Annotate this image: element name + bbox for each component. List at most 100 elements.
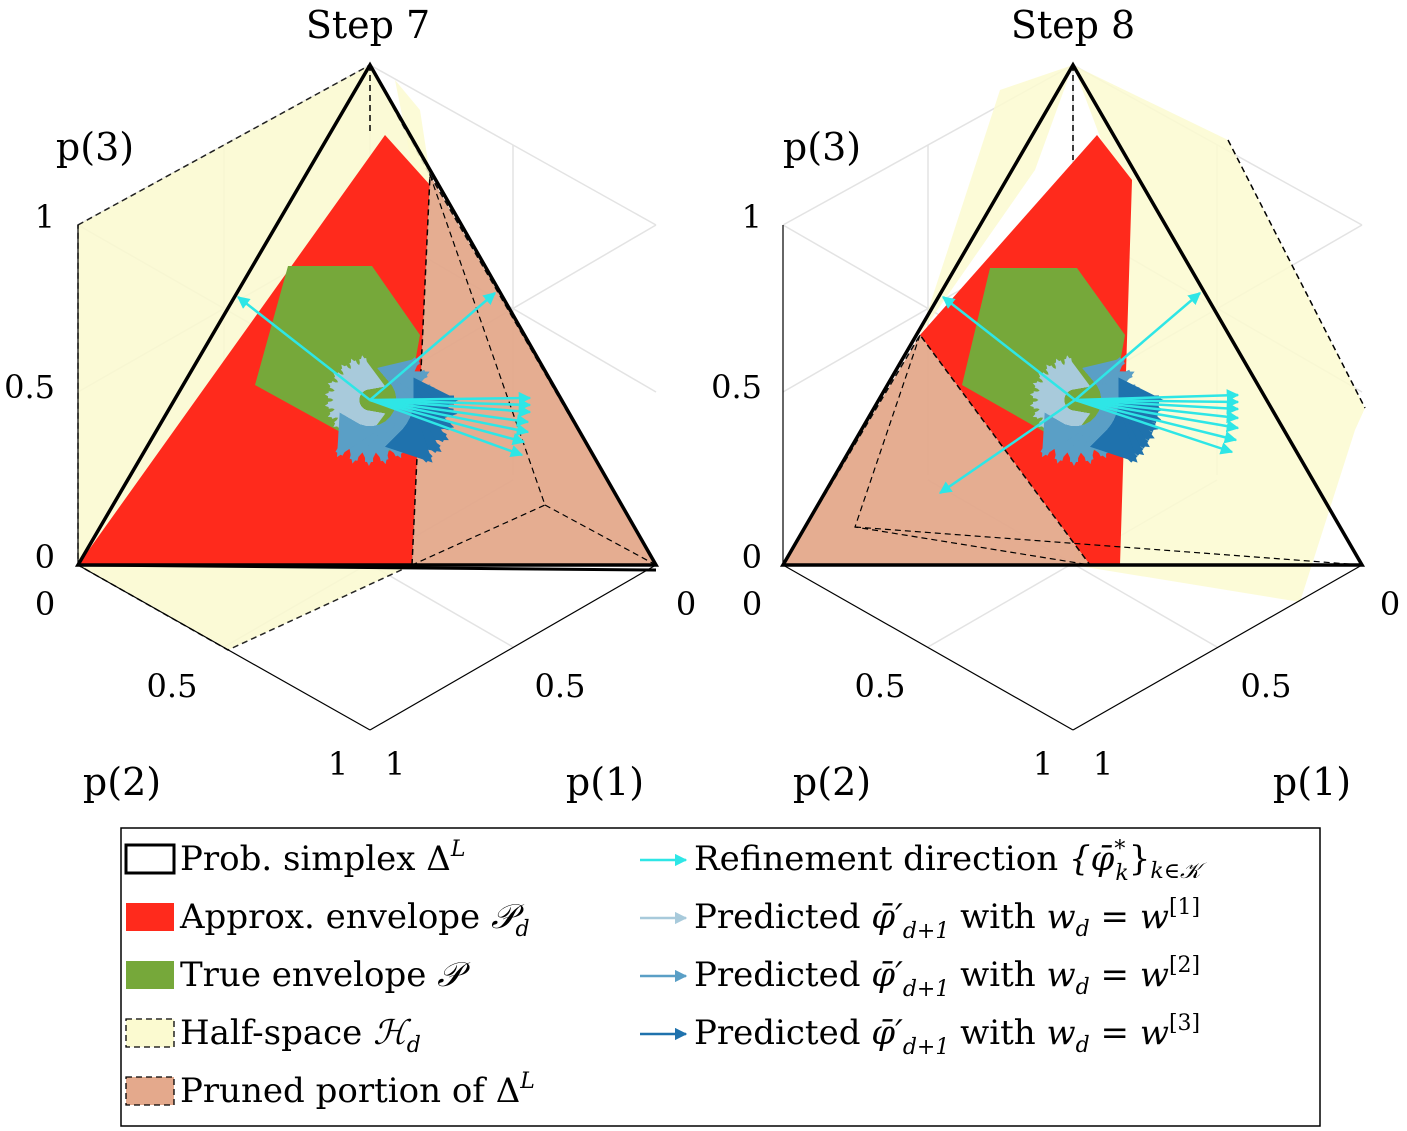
predicted-arrow-w2	[356, 420, 396, 465]
predicted-arrow-w1	[1029, 381, 1067, 417]
refinement-arrow	[369, 398, 524, 458]
legend-swatch-pruned	[125, 1076, 175, 1106]
panel-title: Step 7	[306, 3, 430, 47]
legend-box	[120, 827, 1321, 1127]
legend-label-w3: Predicted φ̄′d+1 with wd = w[3]	[694, 1011, 1200, 1060]
halfspace-edge	[1227, 139, 1366, 409]
legend-label-pruned: Pruned portion of ΔL	[180, 1069, 535, 1111]
tick-p3-05: 0.5	[711, 368, 762, 406]
predicted-arrow-w1	[1055, 355, 1091, 393]
legend-label-halfspace: Half-space ℋd	[180, 1013, 421, 1058]
prob-simplex	[779, 61, 1366, 567]
refinement-arrow	[237, 296, 371, 401]
predicted-arrow-w1	[1054, 358, 1087, 398]
box-axes	[782, 225, 1363, 731]
legend-label-true: True envelope 𝒫	[180, 955, 471, 995]
refinement-arrow	[369, 292, 496, 401]
arrow-field	[237, 292, 532, 466]
axis-label-p1: p(1)	[566, 760, 644, 804]
predicted-arrow-w3	[391, 407, 442, 454]
legend-label-w2: Predicted φ̄′d+1 with wd = w[2]	[694, 953, 1200, 1002]
tick-p1-0: 0	[1380, 585, 1400, 623]
axis-label-p1: p(1)	[1273, 760, 1351, 804]
tick-p3-1: 1	[35, 198, 55, 236]
tick-p1-0: 0	[676, 585, 696, 623]
predicted-arrow-w2	[391, 375, 435, 415]
legend-swatch-halfspace	[125, 1018, 175, 1048]
arrow-field	[938, 292, 1240, 495]
predicted-arrow-w2	[343, 419, 383, 464]
predicted-arrow-w1	[324, 381, 362, 417]
panel-title: Step 8	[1011, 3, 1135, 47]
predicted-arrow-w1	[327, 387, 367, 421]
predicted-arrow-w1	[1054, 402, 1087, 442]
refinement-arrow	[369, 398, 530, 427]
legend-label-simplex: Prob. simplex ΔL	[180, 837, 465, 879]
predicted-arrow-w3	[384, 414, 433, 463]
predicted-arrow-w2	[1089, 369, 1135, 407]
tick-p2-1: 1	[1033, 745, 1053, 783]
approx-envelope	[78, 135, 430, 565]
halfspace-region	[1073, 65, 1365, 602]
tick-p2-0: 0	[742, 585, 762, 623]
tick-p1-1: 1	[1093, 745, 1113, 783]
refinement-arrow	[369, 398, 530, 436]
panel-step8: Step 8	[711, 3, 1400, 804]
refinement-arrow	[1074, 398, 1240, 423]
tick-p2-05: 0.5	[147, 667, 198, 705]
tick-p2-0: 0	[35, 585, 55, 623]
predicted-arrow-w1	[1055, 407, 1091, 445]
prob-simplex	[74, 61, 660, 567]
predicted-arrow-w2	[335, 412, 375, 458]
predicted-arrow-w1	[1032, 379, 1072, 413]
legend-swatch-approx	[126, 903, 174, 931]
tick-p2-1: 1	[328, 745, 348, 783]
refinement-arrow	[1074, 398, 1234, 455]
predicted-arrow-w2	[381, 397, 426, 437]
refinement-arrow	[369, 398, 526, 446]
refinement-arrow	[942, 296, 1076, 401]
predicted-arrow-w3	[398, 399, 449, 443]
predicted-arrow-w2	[384, 369, 430, 407]
axis-label-p3: p(3)	[783, 125, 861, 169]
predicted-arrow-w1	[349, 358, 382, 398]
predicted-arrow-w3	[1094, 409, 1145, 456]
refinement-arrow	[1074, 398, 1240, 433]
box-axes	[77, 225, 657, 731]
predicted-arrow-w2	[1040, 412, 1080, 458]
tick-p3-0: 0	[742, 538, 762, 576]
predicted-arrow-w2	[1048, 419, 1088, 464]
axis-label-p2: p(2)	[83, 760, 161, 804]
refinement-arrow	[1074, 398, 1238, 444]
refinement-arrow	[369, 398, 532, 418]
tick-p2-05: 0.5	[855, 667, 906, 705]
axis-label-p3: p(3)	[56, 125, 134, 169]
legend-label-w1: Predicted φ̄′d+1 with wd = w[1]	[694, 895, 1200, 944]
predicted-arrow-w1	[1029, 383, 1067, 419]
predicted-arrow-w1	[1032, 387, 1072, 421]
tick-p3-0: 0	[35, 538, 55, 576]
legend-swatch-simplex	[124, 843, 176, 875]
predicted-arrow-w2	[1069, 413, 1108, 459]
legend-label-approx: Approx. envelope 𝒫d	[179, 897, 530, 942]
tick-p1-05: 0.5	[1241, 667, 1292, 705]
predicted-arrow-w1	[349, 402, 382, 442]
tick-p3-05: 0.5	[4, 368, 55, 406]
tick-p1-1: 1	[385, 745, 405, 783]
legend-label-refine: Refinement direction {φ̄* k}k∈𝒦	[694, 837, 1207, 886]
predicted-arrow-w2	[1096, 375, 1140, 415]
predicted-arrow-w1	[350, 407, 386, 445]
pruned-edge	[544, 504, 657, 566]
simplex-base	[77, 563, 657, 572]
axis-label-p2: p(2)	[793, 760, 871, 804]
predicted-arrow-w3	[1104, 398, 1155, 441]
predicted-arrow-w3	[1089, 414, 1138, 463]
refinement-arrow	[1074, 292, 1201, 401]
pruned-edge	[854, 526, 1363, 566]
predicted-arrow-w1	[327, 379, 367, 413]
tick-p3-1: 1	[742, 198, 762, 236]
predicted-arrow-w1	[350, 355, 386, 393]
panel-step7: Step 7	[4, 3, 696, 804]
legend: Prob. simplex ΔL Approx. envelope 𝒫d Tru…	[120, 827, 1321, 1127]
